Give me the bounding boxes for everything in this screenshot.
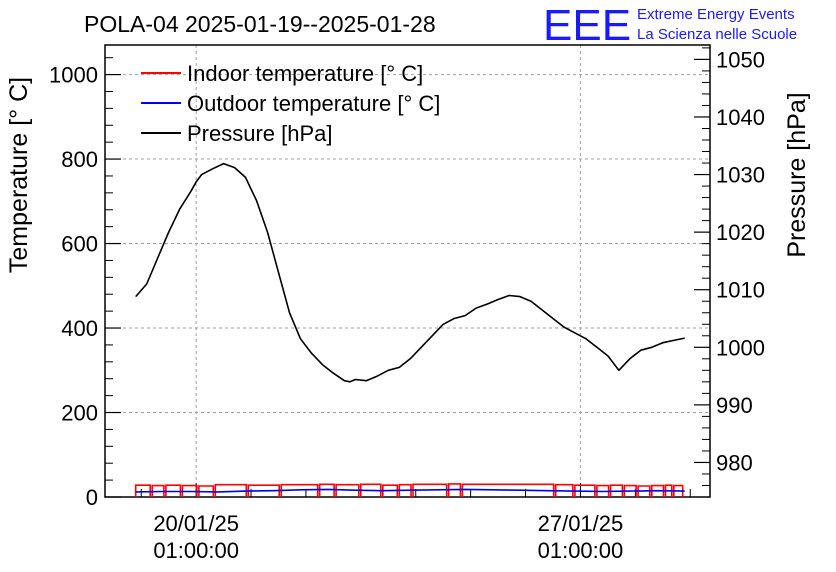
legend-label-pressure: Pressure [hPa] (187, 121, 333, 146)
y-left-tick-label-4: 800 (61, 147, 98, 172)
y-right-tick-label-7: 1050 (716, 47, 765, 72)
y-left-tick-label-1: 200 (61, 401, 98, 426)
eee-logo-mark: EEE (543, 1, 631, 50)
x-tick-label-date-0: 20/01/25 (153, 511, 239, 536)
y-left-tick-label-2: 400 (61, 316, 98, 341)
series-pressure (135, 162, 685, 383)
y-right-tick-label-3: 1010 (716, 278, 765, 303)
y-left-tick-label-5: 1000 (49, 63, 98, 88)
grid-layer (105, 45, 710, 497)
legend: Indoor temperature [° C] Outdoor tempera… (141, 61, 440, 146)
x-tick-label-time-1: 01:00:00 (538, 538, 624, 563)
series-layer (134, 162, 685, 497)
x-tick-label-date-1: 27/01/25 (538, 511, 624, 536)
chart-title: POLA-04 2025-01-19--2025-01-28 (84, 11, 436, 37)
eee-logo: EEE Extreme Energy Events La Scienza nel… (543, 1, 797, 50)
legend-label-indoor: Indoor temperature [° C] (187, 61, 423, 86)
x-tick-label-time-0: 01:00:00 (153, 538, 239, 563)
legend-label-outdoor: Outdoor temperature [° C] (187, 91, 440, 116)
y-right-tick-label-2: 1000 (716, 335, 765, 360)
y-right-tick-label-0: 980 (716, 450, 753, 475)
y-left-tick-label-0: 0 (86, 485, 98, 510)
series-indoor-temperature (134, 483, 684, 497)
y-right-tick-label-5: 1030 (716, 163, 765, 188)
y-right-tick-label-4: 1020 (716, 220, 765, 245)
plot-frame (104, 44, 711, 498)
y-right-tick-label-1: 990 (716, 393, 753, 418)
logo-line-1: Extreme Energy Events (637, 6, 795, 23)
logo-line-2: La Scienza nelle Scuole (637, 26, 797, 43)
labels-layer: 0 200 400 600 800 1000 980 990 1000 1010 1020 1030 1… (49, 47, 765, 563)
y-axis-right-label: Pressure [hPa] (783, 92, 811, 257)
y-left-tick-label-3: 600 (61, 232, 98, 257)
y-axis-left-label: Temperature [° C] (5, 77, 33, 273)
series-outdoor-temperature (135, 488, 685, 493)
y-right-tick-label-6: 1040 (716, 105, 765, 130)
